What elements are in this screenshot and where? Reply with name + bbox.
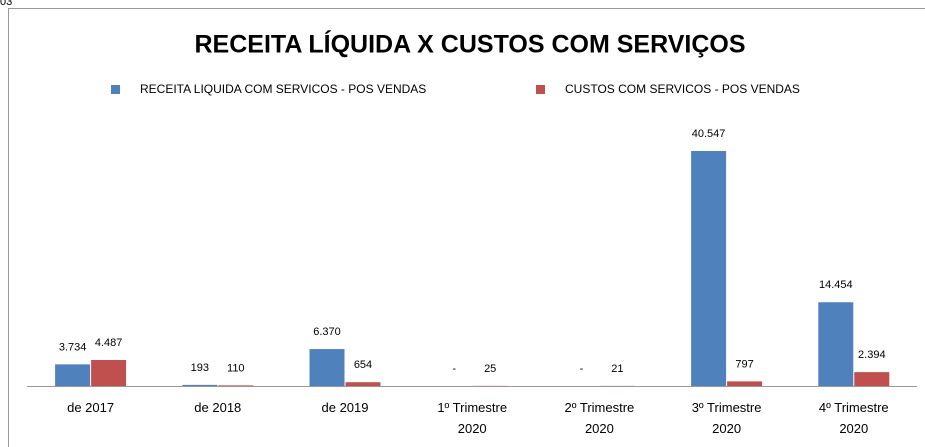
value-label: 2.394 bbox=[858, 349, 886, 361]
x-tick-label-line: de 2017 bbox=[67, 400, 114, 415]
x-tick-label: de 2017 bbox=[67, 400, 114, 415]
value-label: 21 bbox=[611, 363, 623, 375]
value-label: 654 bbox=[354, 359, 372, 371]
value-label: 14.454 bbox=[819, 279, 853, 291]
chart-frame bbox=[8, 8, 925, 447]
value-label: 6.370 bbox=[313, 326, 341, 338]
x-tick-label-line: 4º Trimestre bbox=[819, 400, 889, 415]
value-label: 4.487 bbox=[95, 337, 123, 349]
x-tick-label-line: 2º Trimestre bbox=[565, 400, 635, 415]
bar bbox=[818, 302, 854, 386]
x-tick-label-line: 3º Trimestre bbox=[692, 400, 762, 415]
bar bbox=[727, 381, 763, 386]
bar bbox=[218, 385, 254, 386]
x-tick-label-line: de 2018 bbox=[194, 400, 241, 415]
value-label: 3.734 bbox=[59, 341, 87, 353]
x-tick-label: de 2019 bbox=[322, 400, 369, 415]
bar bbox=[309, 349, 345, 386]
page-label: 03 bbox=[0, 0, 12, 8]
value-label: 25 bbox=[484, 363, 496, 375]
legend-label: RECEITA LIQUIDA COM SERVICOS - POS VENDA… bbox=[140, 82, 426, 96]
x-tick-label-line: 2020 bbox=[585, 421, 614, 436]
value-label: 193 bbox=[191, 362, 209, 374]
x-tick-label: 3º Trimestre 2020 bbox=[692, 400, 762, 436]
bar bbox=[345, 382, 381, 386]
value-label: 110 bbox=[227, 362, 245, 374]
value-label: - bbox=[580, 363, 584, 375]
x-tick-label: 2º Trimestre 2020 bbox=[565, 400, 635, 436]
chart-title: RECEITA LÍQUIDA X CUSTOS COM SERVIÇOS bbox=[195, 30, 746, 59]
x-tick-label-line: 2020 bbox=[712, 421, 741, 436]
bar bbox=[91, 359, 127, 386]
x-tick-label-line: 1º Trimestre bbox=[437, 400, 507, 415]
bar bbox=[854, 372, 890, 386]
bar bbox=[55, 364, 91, 386]
x-tick-label: 4º Trimestre 2020 bbox=[819, 400, 889, 436]
legend-swatch bbox=[536, 85, 545, 94]
bar bbox=[691, 151, 727, 386]
value-label: 797 bbox=[735, 358, 753, 370]
value-label: 40.547 bbox=[692, 128, 726, 140]
x-tick-label: 1º Trimestre 2020 bbox=[437, 400, 507, 436]
legend-swatch bbox=[111, 85, 120, 94]
x-tick-label-line: 2020 bbox=[839, 421, 868, 436]
legend-label: CUSTOS COM SERVICOS - POS VENDAS bbox=[565, 82, 800, 96]
x-tick-label-line: 2020 bbox=[458, 421, 487, 436]
value-label: - bbox=[452, 363, 456, 375]
x-tick-label-line: de 2019 bbox=[322, 400, 369, 415]
bar bbox=[182, 384, 218, 386]
x-tick-label: de 2018 bbox=[194, 400, 241, 415]
